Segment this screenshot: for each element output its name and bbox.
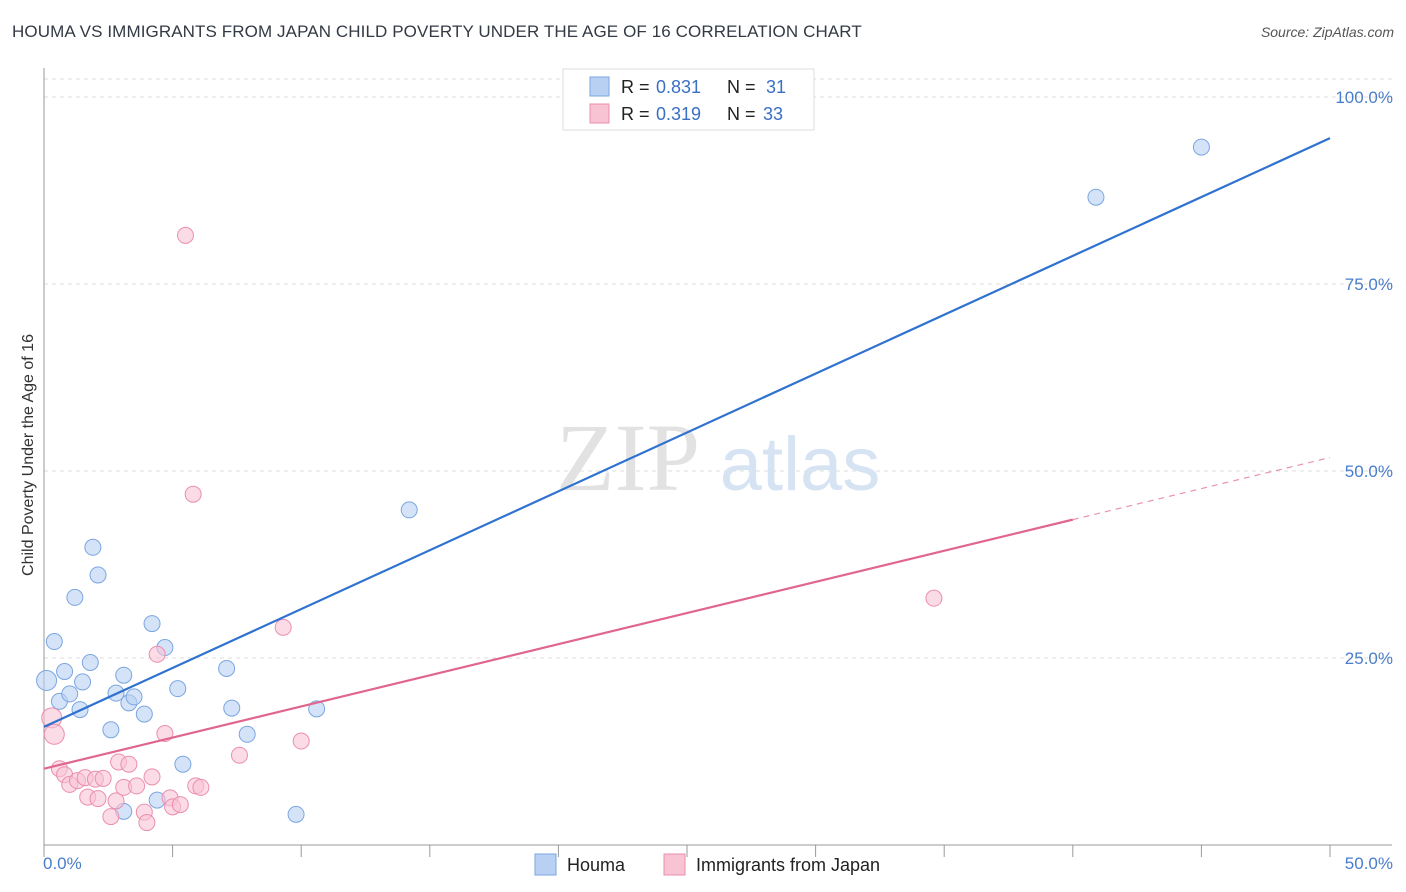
legend-bottom-label-japan: Immigrants from Japan [696, 855, 880, 875]
japan-point-29 [230, 746, 248, 764]
houma-point-30 [1192, 138, 1210, 156]
chart-title: HOUMA VS IMMIGRANTS FROM JAPAN CHILD POV… [12, 22, 862, 41]
legend-swatch-houma [589, 76, 610, 97]
japan-point-31 [292, 732, 310, 750]
legend-n-label-houma: N = [727, 77, 756, 97]
x-tick-label-0: 0.0% [43, 854, 82, 873]
houma-point-24 [308, 700, 326, 718]
houma-point-10 [89, 566, 107, 584]
japan-point-19 [143, 768, 161, 786]
houma-point-7 [74, 673, 92, 691]
legend-n-value-japan: 33 [763, 104, 783, 124]
houma-point-26 [287, 805, 305, 823]
series-houma-points [36, 138, 1210, 823]
houma-point-17 [143, 615, 161, 633]
watermark: ZIP atlas [556, 404, 880, 511]
legend-bottom-swatch-houma [534, 853, 557, 876]
y-axis-label: Child Poverty Under the Age of 16 [20, 334, 37, 576]
houma-point-20 [174, 755, 192, 773]
japan-point-20 [148, 645, 166, 663]
y-tick-label-2: 75.0% [1345, 275, 1393, 294]
houma-point-23 [238, 725, 256, 743]
japan-point-25 [176, 226, 194, 244]
legend-r-value-houma: 0.831 [656, 77, 701, 97]
houma-point-0 [36, 669, 58, 691]
houma-point-19 [169, 680, 187, 698]
houma-point-25 [400, 501, 418, 519]
houma-point-15 [125, 688, 143, 706]
japan-point-32 [925, 589, 943, 607]
japan-point-11 [102, 808, 120, 826]
japan-point-18 [138, 814, 156, 832]
trend-lines [43, 137, 1331, 770]
houma-point-13 [115, 666, 133, 684]
houma-point-11 [102, 721, 120, 739]
japan-point-10 [94, 769, 112, 787]
source-credit: Source: ZipAtlas.com [1260, 24, 1394, 40]
y-tick-label-1: 50.0% [1345, 462, 1393, 481]
houma-point-29 [1087, 188, 1105, 206]
houma-point-16 [135, 705, 153, 723]
houma-point-4 [61, 685, 79, 703]
japan-point-15 [120, 755, 138, 773]
legend-bottom: Houma Immigrants from Japan [534, 853, 880, 876]
houma-point-3 [56, 662, 74, 680]
series-japan-points [41, 226, 943, 832]
watermark-zip: ZIP [556, 404, 700, 511]
houma-point-8 [81, 653, 99, 671]
legend-r-value-japan: 0.319 [656, 104, 701, 124]
japan-point-24 [171, 796, 189, 814]
japan-point-9 [89, 790, 107, 808]
legend-n-label-japan: N = [727, 104, 756, 124]
trend-line-houma [43, 137, 1331, 728]
houma-point-9 [84, 538, 102, 556]
japan-point-16 [128, 777, 146, 795]
houma-point-1 [45, 633, 63, 651]
japan-point-1 [43, 723, 65, 745]
legend-n-value-houma: 31 [766, 77, 786, 97]
trend-line-japan [43, 518, 1074, 770]
x-tick-label-1: 50.0% [1345, 854, 1393, 873]
y-tick-label-0: 25.0% [1345, 649, 1393, 668]
gridlines [44, 78, 1392, 659]
legend-bottom-label-houma: Houma [567, 855, 626, 875]
legend-top: R = 0.831 N = 31 R = 0.319 N = 33 [562, 68, 815, 131]
houma-point-21 [218, 659, 236, 677]
houma-point-5 [66, 588, 84, 606]
japan-point-30 [274, 618, 292, 636]
japan-point-26 [184, 485, 202, 503]
legend-swatch-japan [589, 103, 610, 124]
y-tick-label-3: 100.0% [1335, 88, 1393, 107]
tick-labels: 25.0% 50.0% 75.0% 100.0% 0.0% 50.0% [43, 88, 1393, 873]
houma-point-22 [223, 699, 241, 717]
legend-r-label-japan: R = [621, 104, 650, 124]
japan-point-28 [192, 778, 210, 796]
japan-point-12 [107, 792, 125, 810]
legend-r-label-houma: R = [621, 77, 650, 97]
legend-bottom-swatch-japan [663, 853, 686, 876]
trend-extension-japan [1072, 456, 1331, 521]
watermark-atlas: atlas [720, 422, 881, 507]
